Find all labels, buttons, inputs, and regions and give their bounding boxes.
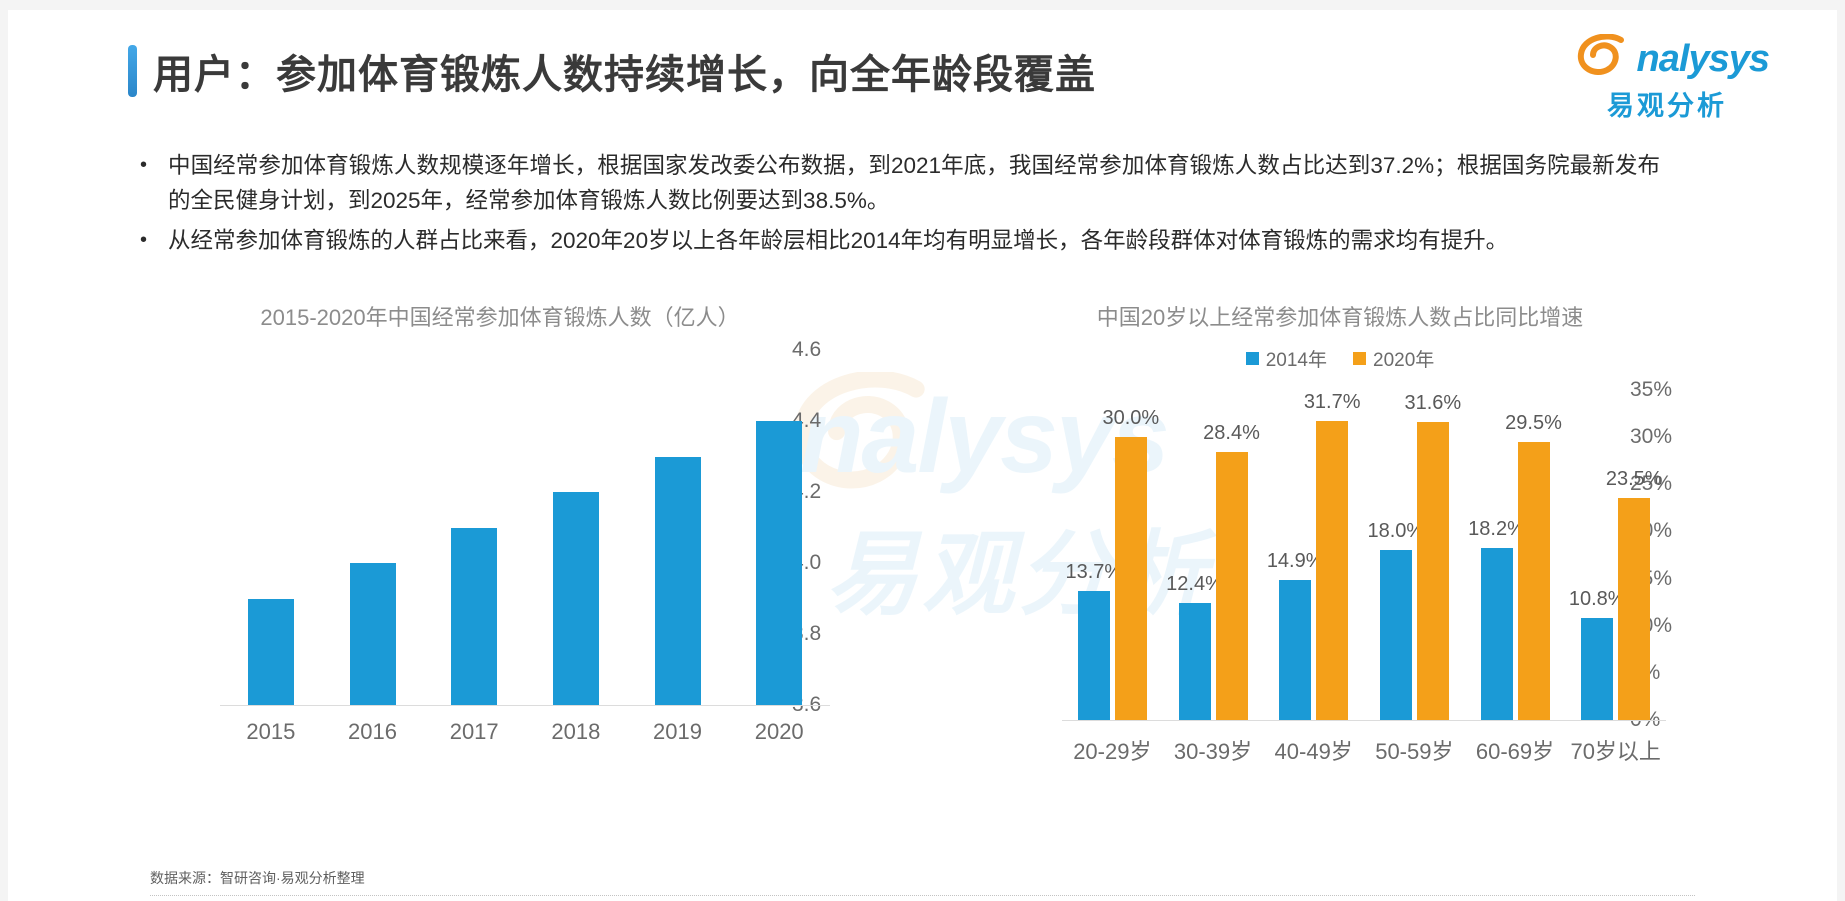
x-axis-labels: 20-29岁 30-39岁 40-49岁 50-59岁 60-69岁 70岁以上 (1062, 734, 1666, 766)
bar[interactable] (349, 563, 396, 705)
data-source-note: 数据来源：智研咨询·易观分析整理 (150, 870, 365, 886)
bullet-text: 从经常参加体育锻炼的人群占比来看，2020年20岁以上各年龄层相比2014年均有… (168, 228, 1509, 253)
bar-group (627, 350, 729, 705)
logo-wordmark: nalysys (1636, 38, 1770, 80)
y-axis-tick: 35% (1630, 378, 1673, 401)
x-axis-labels: 2015 2016 2017 2018 2019 2020 (220, 719, 830, 745)
chart-legend-right: 2014年 2020年 (1000, 345, 1680, 372)
bar[interactable]: 18.0% (1367, 520, 1424, 720)
x-axis-tick: 70岁以上 (1570, 739, 1661, 764)
analysys-swirl-icon (1577, 34, 1624, 75)
list-item: • 从经常参加体育锻炼的人群占比来看，2020年20岁以上各年龄层相比2014年… (140, 223, 1660, 258)
bar[interactable]: 13.7% (1065, 561, 1122, 720)
bar-group-container: 13.7% 30.0% 12.4% 28.4% 14.9% 31.7% 18.0% 31.6%… (1062, 390, 1666, 720)
page-title: 用户：参加体育锻炼人数持续增长，向全年龄段覆盖 (128, 40, 1096, 102)
bar[interactable]: 30.0% (1102, 407, 1159, 720)
bar-group: 12.4% 28.4% (1163, 390, 1264, 720)
bar[interactable] (451, 527, 498, 705)
x-axis-tick: 2016 (348, 719, 397, 744)
x-axis-tick: 2020 (754, 719, 804, 744)
bar-group: 18.2% 29.5% (1465, 390, 1566, 720)
slide-left-edge (0, 0, 8, 901)
bar[interactable]: 29.5% (1505, 412, 1562, 720)
bar-value-label: 23.5% (1605, 468, 1663, 491)
bar-value-label: 31.6% (1404, 392, 1462, 415)
legend-label: 2014年 (1265, 350, 1327, 371)
x-axis-tick: 2015 (246, 719, 296, 744)
slide-right-edge (1837, 0, 1845, 901)
footer-divider (150, 895, 1695, 896)
bar[interactable] (756, 421, 803, 705)
bar[interactable]: 14.9% (1267, 550, 1324, 720)
bullet-text: 中国经常参加体育锻炼人数规模逐年增长，根据国家发改委公布数据，到2021年底，我… (168, 153, 1660, 213)
legend-label: 2020年 (1373, 350, 1435, 371)
legend-item[interactable]: 2020年 (1353, 345, 1434, 372)
bar-group (525, 350, 627, 705)
x-axis-tick: 30-39岁 (1173, 739, 1253, 764)
bar-value-label: 12.4% (1166, 573, 1223, 596)
x-axis-tick: 2018 (551, 719, 601, 744)
bar-value-label: 18.2% (1468, 518, 1525, 541)
bar-value-label: 13.7% (1065, 560, 1123, 583)
x-axis-line (1062, 720, 1666, 721)
x-axis-tick: 2019 (653, 719, 702, 744)
legend-item[interactable]: 2014年 (1245, 345, 1327, 372)
bullet-marker: • (140, 154, 148, 176)
bar-group (728, 350, 830, 705)
bar[interactable]: 31.7% (1304, 391, 1361, 720)
list-item: • 中国经常参加体育锻炼人数规模逐年增长，根据国家发改委公布数据，到2021年底… (140, 148, 1660, 218)
bullet-marker: • (140, 229, 148, 251)
plot-area-right: 35%30%25%20%15%10%5%0%13.7%30.0%12.4%28.… (1000, 378, 1680, 770)
bar-value-label: 10.8% (1568, 588, 1626, 611)
x-axis-line (220, 705, 830, 706)
bar-value-label: 30.0% (1102, 407, 1160, 430)
y-axis-tick: 30% (1630, 425, 1673, 449)
logo-mark: nalysys (1561, 34, 1773, 82)
bar-value-label: 28.4% (1203, 422, 1260, 445)
bar[interactable] (247, 598, 294, 705)
logo-chinese-name: 易观分析 (1607, 91, 1727, 121)
slide-top-edge (0, 0, 1845, 10)
chart-title-right: 中国20岁以上经常参加体育锻炼人数占比同比增速 (1096, 305, 1584, 330)
bar-value-label: 18.0% (1367, 520, 1425, 543)
bar[interactable]: 10.8% (1569, 588, 1626, 720)
legend-swatch-icon (1245, 352, 1259, 365)
bar[interactable]: 12.4% (1166, 573, 1223, 720)
bar[interactable] (552, 492, 599, 705)
title-accent-bar (128, 45, 137, 97)
bullet-list: • 中国经常参加体育锻炼人数规模逐年增长，根据国家发改委公布数据，到2021年底… (140, 148, 1660, 263)
analysys-logo: nalysys 易观分析 (1561, 34, 1773, 121)
bar-group-container (220, 350, 830, 705)
x-axis-tick: 50-59岁 (1375, 739, 1454, 764)
legend-swatch-icon (1353, 352, 1366, 365)
x-axis-tick: 40-49岁 (1274, 739, 1353, 764)
bar-value-label: 31.7% (1303, 391, 1361, 414)
y-axis-tick: 4.6 (792, 338, 822, 361)
bar-group (423, 350, 525, 705)
chart-age-share-growth: 中国20岁以上经常参加体育锻炼人数占比同比增速 2014年 2020年 35% 30… (1000, 300, 1680, 820)
x-axis-tick: 60-69岁 (1475, 739, 1555, 764)
chart-participants-count: 2015-2020年中国经常参加体育锻炼人数（亿人） 4.6 4.4 4.2 4.0 3… (150, 300, 850, 820)
bar[interactable]: 18.2% (1468, 518, 1525, 720)
bar-group: 10.8% 23.5% (1565, 390, 1666, 720)
bar[interactable]: 23.5% (1606, 468, 1663, 720)
bar-group: 18.0% 31.6% (1364, 390, 1465, 720)
bar[interactable]: 28.4% (1203, 422, 1260, 720)
y-axis-tick: 25% (1630, 472, 1673, 496)
plot-area-left: 4.6 4.4 4.2 4.0 3.8 3.6 2015 2016 2017 2018 2019 20… (150, 338, 850, 750)
bar[interactable] (654, 456, 701, 705)
bar-group: 14.9% 31.7% (1263, 390, 1364, 720)
bar-group (322, 350, 424, 705)
bar-value-label: 14.9% (1266, 549, 1324, 572)
x-axis-tick: 20-29岁 (1073, 739, 1152, 764)
bar[interactable]: 31.6% (1404, 392, 1461, 720)
bar-group (220, 350, 322, 705)
chart-title-left: 2015-2020年中国经常参加体育锻炼人数（亿人） (260, 305, 740, 330)
bar-group: 13.7% 30.0% (1062, 390, 1163, 720)
x-axis-tick: 2017 (449, 719, 499, 744)
page-title-text: 用户：参加体育锻炼人数持续增长，向全年龄段覆盖 (153, 53, 1096, 97)
bar-value-label: 29.5% (1505, 411, 1562, 434)
